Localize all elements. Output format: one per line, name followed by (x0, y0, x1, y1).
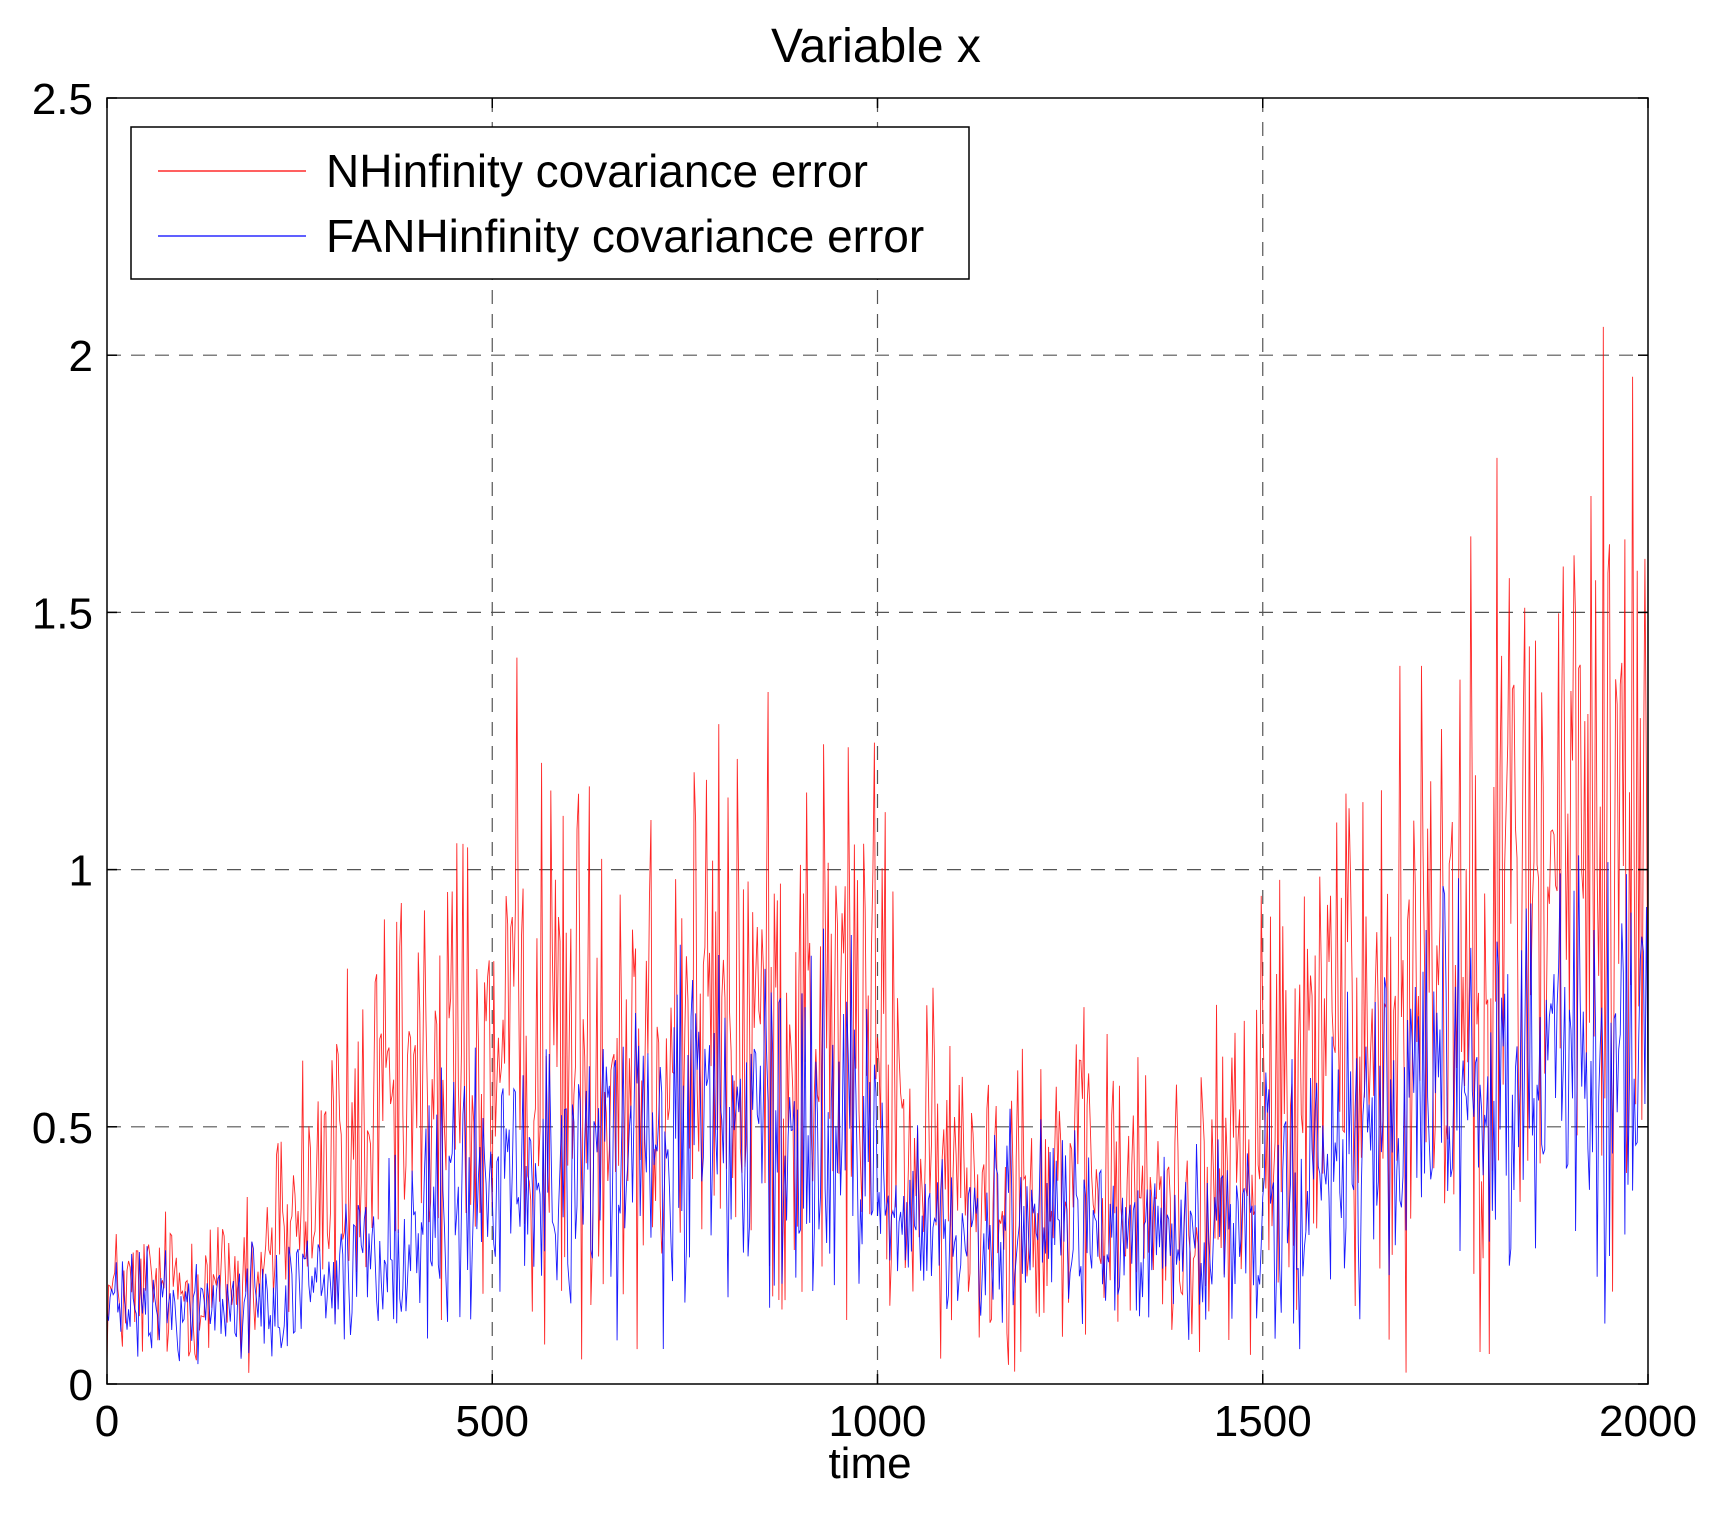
series-line-nhinfinity (106, 326, 1649, 1373)
x-tick-label: 0 (95, 1397, 119, 1446)
chart-title: Variable x (771, 20, 981, 73)
y-tick-label: 1 (69, 847, 93, 896)
legend-box (130, 126, 970, 280)
series-line-fanhinfinity (106, 855, 1649, 1365)
y-tick-label: 0 (69, 1361, 93, 1410)
y-tick-label: 0.5 (32, 1104, 93, 1153)
y-tick-label: 2.5 (32, 75, 93, 124)
x-tick-label: 1000 (829, 1397, 927, 1446)
legend-label-nhinfinity: NHinfinity covariance error (326, 145, 868, 197)
axis-ticks: 0 500 1000 1500 2000 0 0.5 1 1.5 2 2.5 (32, 75, 1697, 1446)
plot-series (106, 326, 1649, 1373)
y-tick-label: 2 (69, 332, 93, 381)
x-axis-label: time (828, 1439, 911, 1488)
x-tick-label: 2000 (1599, 1397, 1697, 1446)
x-tick-label: 500 (456, 1397, 529, 1446)
legend: NHinfinity covariance error FANHinfinity… (130, 126, 970, 280)
x-tick-label: 1500 (1214, 1397, 1312, 1446)
y-tick-label: 1.5 (32, 589, 93, 638)
legend-label-fanhinfinity: FANHinfinity covariance error (326, 210, 924, 262)
